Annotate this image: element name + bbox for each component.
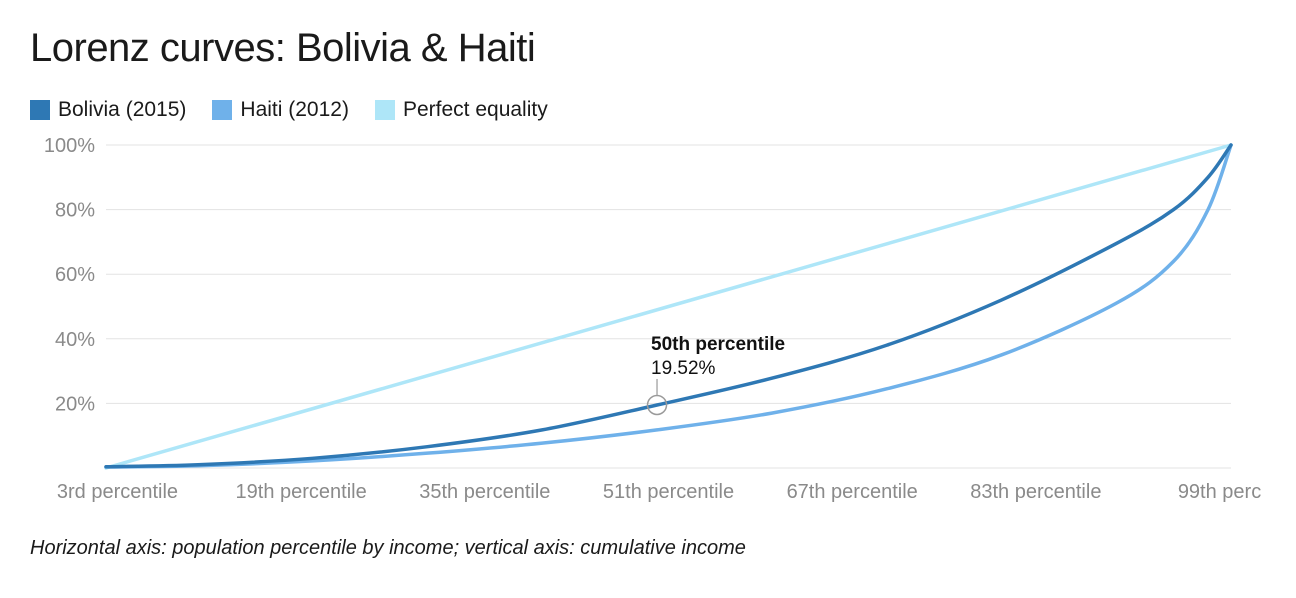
lorenz-chart: 20% 40% 60% 80% 100% 3rd percentile 19th perc… <box>44 135 1261 503</box>
x-tick-label: 83th percentile <box>970 481 1101 503</box>
legend-label-perfect-equality: Perfect equality <box>402 98 548 121</box>
axis-caption: Horizontal axis: population percentile b… <box>30 537 746 559</box>
legend-item-haiti[interactable]: Haiti (2012) <box>212 98 349 122</box>
y-tick-label: 100% <box>44 135 95 157</box>
legend-item-bolivia[interactable]: Bolivia (2015) <box>30 98 186 122</box>
y-tick-label: 80% <box>55 200 95 222</box>
series-line-bolivia-2015[interactable] <box>104 143 1233 469</box>
x-tick-label: 3rd percentile <box>57 481 178 503</box>
legend-swatch-bolivia <box>30 100 50 120</box>
chart-legend: Bolivia (2015) Haiti (2012) Perfect equa… <box>30 98 574 122</box>
legend-swatch-haiti <box>212 100 233 120</box>
annotation-label: 50th percentile <box>651 334 785 355</box>
legend-label-bolivia: Bolivia (2015) <box>58 98 187 121</box>
legend-swatch-perfect-equality <box>374 100 395 120</box>
x-tick-label: 99th perc <box>1178 481 1261 503</box>
annotation-value: 19.52% <box>651 358 716 379</box>
annotation-marker[interactable] <box>646 394 668 416</box>
legend-label-haiti: Haiti (2012) <box>240 98 349 121</box>
chart-title: Lorenz curves: Bolivia & Haiti <box>30 26 536 70</box>
x-tick-label: 35th percentile <box>419 481 550 503</box>
y-tick-label: 60% <box>55 264 95 286</box>
legend-item-perfect-equality[interactable]: Perfect equality <box>374 98 548 122</box>
y-tick-label: 40% <box>55 329 95 351</box>
x-tick-label: 51th percentile <box>603 481 734 503</box>
y-tick-label: 20% <box>55 393 95 415</box>
series-line-haiti-2012[interactable] <box>104 143 1233 469</box>
series-line-perfect-equality[interactable] <box>104 143 1233 470</box>
x-tick-label: 67th percentile <box>787 481 918 503</box>
x-tick-label: 19th percentile <box>236 481 367 503</box>
